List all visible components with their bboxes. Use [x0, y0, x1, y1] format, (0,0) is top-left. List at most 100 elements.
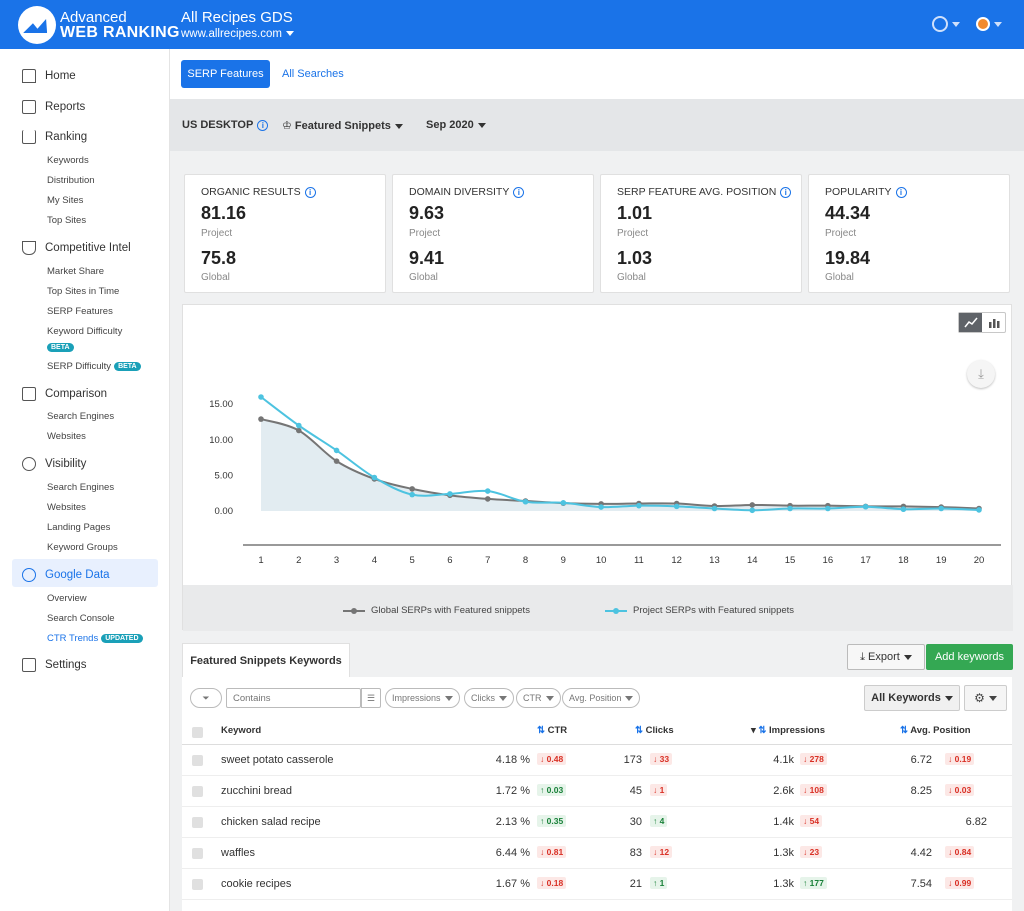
data-point[interactable] — [711, 505, 718, 512]
user-menu[interactable] — [976, 17, 1002, 31]
row-checkbox[interactable] — [192, 879, 203, 890]
add-keywords-button[interactable]: Add keywords — [926, 644, 1013, 670]
column-header-ctr[interactable]: ⇅ CTR — [537, 725, 568, 736]
device-filter[interactable]: US DESKTOP i — [182, 119, 269, 131]
select-all-checkbox[interactable] — [192, 727, 203, 738]
data-point[interactable] — [333, 458, 340, 464]
column-header-impressions[interactable]: ▾ ⇅ Impressions — [751, 725, 825, 736]
keyword-cell[interactable]: zucchini bread — [221, 785, 292, 797]
data-point[interactable] — [522, 498, 529, 505]
column-header-avg-position[interactable]: ⇅ Avg. Position — [900, 725, 971, 736]
tab-featured-snippets-keywords[interactable]: Featured Snippets Keywords — [182, 643, 350, 677]
ctr-filter[interactable]: CTR — [516, 688, 561, 708]
sidebar-item-ctr-trends[interactable]: CTR Trends UPDATED — [47, 633, 143, 644]
table-row[interactable]: cookie recipes 1.67 % ↓ 0.18 21 ↑ 1 1.3k ↑ 177… — [182, 869, 1012, 900]
date-filter[interactable]: Sep 2020 — [426, 119, 486, 131]
impressions-filter[interactable]: Impressions — [385, 688, 460, 708]
data-point[interactable] — [560, 500, 567, 506]
data-point[interactable] — [900, 506, 907, 513]
data-point[interactable] — [409, 491, 415, 498]
column-header-clicks[interactable]: ⇅ Clicks — [635, 725, 674, 736]
all-keywords-dropdown[interactable]: All Keywords — [864, 685, 960, 711]
chart-view-toggle[interactable] — [958, 312, 1006, 333]
data-point[interactable] — [673, 503, 680, 510]
data-point[interactable] — [295, 427, 302, 434]
data-point[interactable] — [749, 502, 756, 508]
sidebar-item-keyword-groups[interactable]: Keyword Groups — [47, 542, 118, 553]
bar-chart-icon[interactable] — [982, 313, 1005, 332]
row-checkbox[interactable] — [192, 786, 203, 797]
legend-project[interactable]: Project SERPs with Featured snippets — [605, 605, 794, 616]
avg-position-filter[interactable]: Avg. Position — [562, 688, 641, 708]
data-point[interactable] — [484, 488, 491, 494]
sidebar-item-landing-pages[interactable]: Landing Pages — [47, 522, 111, 533]
data-point[interactable] — [862, 503, 869, 510]
tab-all-searches[interactable]: All Searches — [282, 68, 344, 80]
data-point[interactable] — [787, 505, 793, 512]
data-point[interactable] — [976, 507, 982, 513]
project-selector[interactable]: All Recipes GDS www.allrecipes.com — [181, 9, 294, 40]
sidebar-item-comparison[interactable]: Comparison — [22, 387, 107, 401]
sidebar-item-reports[interactable]: Reports — [22, 100, 85, 114]
sidebar-item-google-data[interactable]: Google Data — [22, 568, 110, 582]
row-checkbox[interactable] — [192, 817, 203, 828]
keyword-search-input[interactable] — [226, 688, 361, 708]
feature-filter[interactable]: ♔ Featured Snippets — [282, 119, 403, 132]
sidebar-item-market-share[interactable]: Market Share — [47, 266, 105, 277]
legend-global[interactable]: Global SERPs with Featured snippets — [343, 605, 530, 616]
data-point[interactable] — [371, 474, 378, 481]
sidebar-item-distribution[interactable]: Distribution — [47, 175, 95, 186]
data-point[interactable] — [484, 496, 491, 502]
clicks-filter[interactable]: Clicks — [464, 688, 514, 708]
row-checkbox[interactable] — [192, 848, 203, 859]
data-point[interactable] — [598, 504, 604, 510]
table-row[interactable]: waffles 6.44 % ↓ 0.81 83 ↓ 12 1.3k ↓ 23 4.42 ↓ 0… — [182, 838, 1012, 869]
sidebar-item-top-sites[interactable]: Top Sites — [47, 215, 87, 226]
data-point[interactable] — [333, 447, 340, 454]
table-row[interactable]: chicken salad recipe 2.13 % ↑ 0.35 30 ↑ 4 1.4… — [182, 807, 1012, 838]
data-point[interactable] — [938, 505, 945, 512]
table-row[interactable]: zucchini bread 1.72 % ↑ 0.03 45 ↓ 1 2.6k ↓ 108… — [182, 776, 1012, 807]
sidebar-item-keywords[interactable]: Keywords — [47, 155, 89, 166]
table-settings-button[interactable]: ⚙ — [964, 685, 1007, 711]
sidebar-item-competitive-intel[interactable]: Competitive Intel — [22, 241, 131, 255]
data-point[interactable] — [409, 486, 415, 492]
sidebar-item-search-console[interactable]: Search Console — [47, 613, 115, 624]
data-point[interactable] — [447, 491, 453, 497]
keyword-cell[interactable]: cookie recipes — [221, 878, 292, 890]
help-menu[interactable] — [932, 16, 960, 32]
sidebar-item-my-sites[interactable]: My Sites — [47, 195, 84, 206]
export-button[interactable]: ⤓ Export — [847, 644, 925, 670]
app-logo[interactable]: Advanced WEB RANKING — [18, 6, 180, 44]
keyword-cell[interactable]: sweet potato casserole — [221, 754, 334, 766]
sidebar-item-visibility-search-engines[interactable]: Search Engines — [47, 482, 115, 493]
filter-funnel-button[interactable]: ⏷ — [190, 688, 222, 708]
tab-serp-features[interactable]: SERP Features — [181, 60, 270, 88]
sidebar-item-serp-difficulty[interactable]: SERP Difficulty BETA — [47, 361, 141, 372]
sidebar-item-ranking[interactable]: Ranking — [22, 130, 87, 144]
column-header-keyword[interactable]: Keyword — [221, 725, 262, 736]
sidebar-item-home[interactable]: Home — [22, 69, 76, 83]
table-row[interactable]: sweet potato casserole 4.18 % ↓ 0.48 173 ↓ 3… — [182, 745, 1012, 776]
keyword-cell[interactable]: chicken salad recipe — [221, 816, 321, 828]
list-icon[interactable]: ☰ — [361, 688, 381, 708]
sidebar-item-keyword-difficulty[interactable]: Keyword Difficulty — [47, 326, 123, 337]
sidebar-item-overview[interactable]: Overview — [47, 593, 87, 604]
download-icon[interactable]: ⤓ — [967, 360, 995, 388]
data-point[interactable] — [258, 416, 264, 422]
data-point[interactable] — [749, 507, 756, 514]
sidebar-item-visibility[interactable]: Visibility — [22, 457, 86, 471]
sidebar-item-visibility-websites[interactable]: Websites — [47, 502, 86, 513]
data-point[interactable] — [636, 502, 642, 509]
data-point[interactable] — [825, 505, 831, 512]
sidebar-item-comparison-search-engines[interactable]: Search Engines — [47, 411, 115, 422]
line-chart-icon[interactable] — [959, 313, 982, 332]
sidebar-item-top-sites-in-time[interactable]: Top Sites in Time — [47, 286, 120, 297]
sidebar-item-comparison-websites[interactable]: Websites — [47, 431, 86, 442]
sidebar-item-serp-features[interactable]: SERP Features — [47, 306, 113, 317]
sidebar-item-settings[interactable]: Settings — [22, 658, 87, 672]
data-point[interactable] — [258, 394, 264, 400]
data-point[interactable] — [295, 422, 302, 429]
keyword-cell[interactable]: waffles — [221, 847, 256, 859]
row-checkbox[interactable] — [192, 755, 203, 766]
